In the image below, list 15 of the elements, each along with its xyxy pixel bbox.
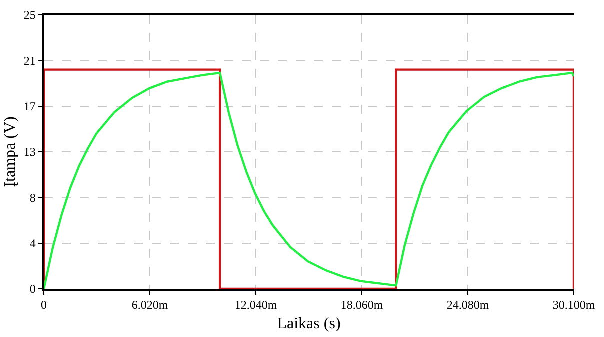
x-axis-title: Laikas (s) [277,315,341,332]
y-tick-label: 4 [30,236,36,251]
y-tick-label: 8 [30,190,36,205]
y-tick-label: 13 [24,145,36,160]
y-tick-label: 25 [24,8,36,22]
x-tick-label: 30.100m [552,298,596,312]
x-tick-label: 6.020m [132,298,169,312]
x-tick-label: 0 [41,298,47,312]
x-tick-label: 24.080m [446,298,490,312]
y-tick-label: 17 [24,100,36,114]
y-tick-label: 21 [24,54,36,68]
y-axis-title: Įtampa (V) [2,116,20,188]
y-tick-label: 0 [30,282,36,296]
x-tick-label: 12.040m [234,298,278,312]
x-tick-label: 18.060m [340,298,384,312]
